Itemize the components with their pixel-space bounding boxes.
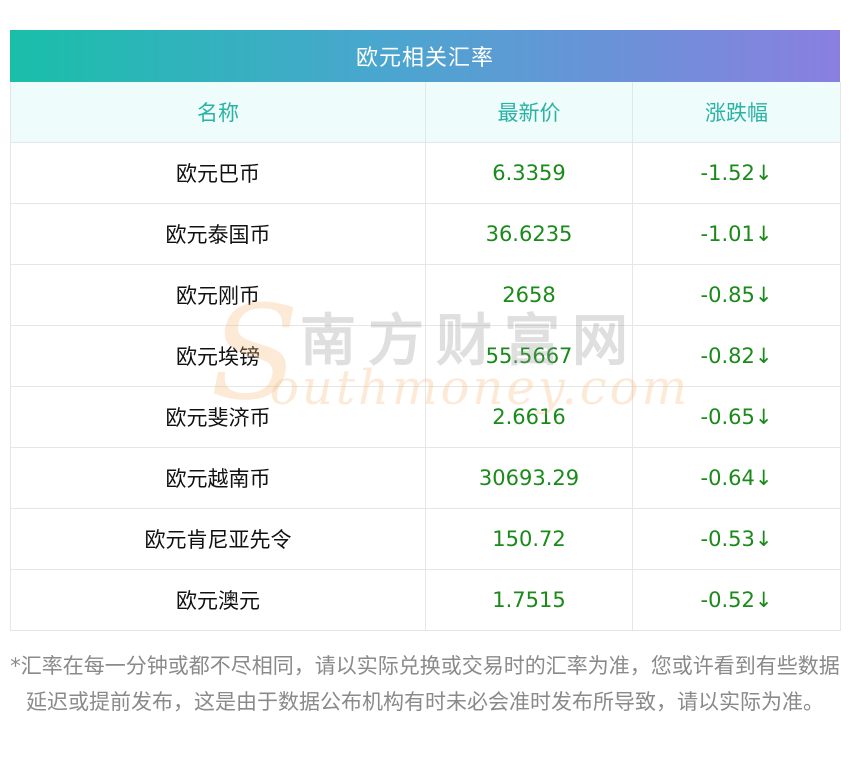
change-percent: -0.65↓ [632, 386, 841, 448]
currency-name: 欧元泰国币 [10, 203, 426, 265]
latest-price: 2.6616 [425, 386, 633, 448]
table-row: 欧元肯尼亚先令 150.72 -0.53↓ [10, 508, 841, 570]
currency-name: 欧元斐济币 [10, 386, 426, 448]
change-percent: -1.01↓ [632, 203, 841, 265]
latest-price: 1.7515 [425, 569, 633, 631]
column-header-price: 最新价 [425, 82, 633, 143]
latest-price: 2658 [425, 264, 633, 326]
change-percent: -0.52↓ [632, 569, 841, 631]
table-row: 欧元泰国币 36.6235 -1.01↓ [10, 203, 841, 265]
table-row: 欧元埃镑 55.5667 -0.82↓ [10, 325, 841, 387]
latest-price: 6.3359 [425, 142, 633, 204]
latest-price: 36.6235 [425, 203, 633, 265]
currency-name: 欧元埃镑 [10, 325, 426, 387]
latest-price: 150.72 [425, 508, 633, 570]
table-header-row: 名称 最新价 涨跌幅 [10, 82, 841, 143]
rates-table: 名称 最新价 涨跌幅 欧元巴币 6.3359 -1.52↓ 欧元泰国币 36.6… [10, 82, 841, 631]
disclaimer-footnote: *汇率在每一分钟或都不尽相同，请以实际兑换或交易时的汇率为准，您或许看到有些数据… [10, 654, 840, 714]
table-row: 欧元澳元 1.7515 -0.52↓ [10, 569, 841, 631]
currency-name: 欧元巴币 [10, 142, 426, 204]
table-title: 欧元相关汇率 [10, 30, 840, 82]
column-header-name: 名称 [10, 82, 426, 143]
table-row: 欧元刚币 2658 -0.85↓ [10, 264, 841, 326]
table-row: 欧元斐济币 2.6616 -0.65↓ [10, 386, 841, 448]
currency-name: 欧元刚币 [10, 264, 426, 326]
table-row: 欧元巴币 6.3359 -1.52↓ [10, 142, 841, 204]
latest-price: 55.5667 [425, 325, 633, 387]
change-percent: -0.53↓ [632, 508, 841, 570]
latest-price: 30693.29 [425, 447, 633, 509]
currency-name: 欧元肯尼亚先令 [10, 508, 426, 570]
rate-table-panel: 欧元相关汇率 名称 最新价 涨跌幅 欧元巴币 6.3359 -1.52↓ 欧元泰… [10, 30, 841, 631]
currency-name: 欧元越南币 [10, 447, 426, 509]
column-header-change: 涨跌幅 [632, 82, 841, 143]
change-percent: -0.64↓ [632, 447, 841, 509]
table-row: 欧元越南币 30693.29 -0.64↓ [10, 447, 841, 509]
change-percent: -0.82↓ [632, 325, 841, 387]
change-percent: -0.85↓ [632, 264, 841, 326]
currency-name: 欧元澳元 [10, 569, 426, 631]
change-percent: -1.52↓ [632, 142, 841, 204]
